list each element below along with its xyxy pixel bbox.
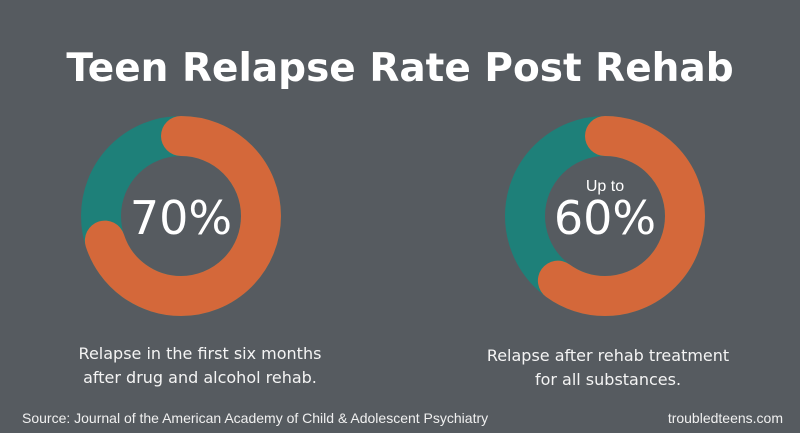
caption-line: Relapse in the first six months <box>78 344 322 363</box>
source-citation: Source: Journal of the American Academy … <box>22 410 489 426</box>
donut-slice-relapse <box>505 116 705 316</box>
donut-chart-left: 70% <box>81 116 281 316</box>
caption-line: after drug and alcohol rehab. <box>83 368 317 387</box>
donut-chart-right: Up to 60% <box>505 116 705 316</box>
donut-prefix-label: Up to <box>586 178 624 195</box>
page-title: Teen Relapse Rate Post Rehab <box>66 46 734 91</box>
caption-line: Relapse after rehab treatment <box>486 346 730 365</box>
caption-left: Relapse in the first six months after dr… <box>40 342 360 390</box>
donut-value-label: 70% <box>130 191 232 245</box>
site-credit: troubledteens.com <box>667 410 783 426</box>
donut-value-label: 60% <box>554 191 656 245</box>
donut-slice-relapse <box>81 116 281 316</box>
caption-line: for all substances. <box>534 370 682 389</box>
caption-right: Relapse after rehab treatment for all su… <box>448 344 768 392</box>
